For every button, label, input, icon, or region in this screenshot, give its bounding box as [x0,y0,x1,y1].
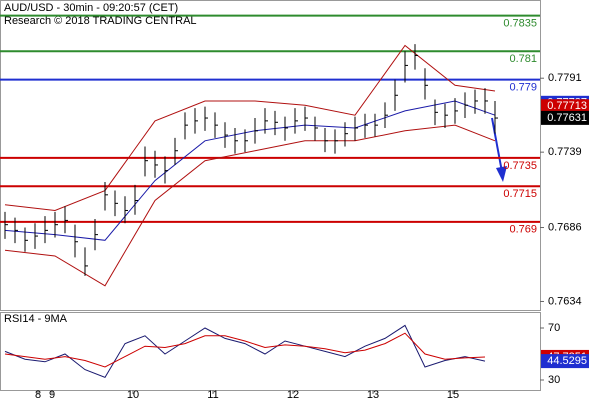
series-line [4,332,486,368]
x-tick-label: 11 [207,389,218,400]
level-label: 0.779 [509,82,537,94]
chart-title: AUD/USD - 30min - 09:20:57 (CET) [4,2,178,14]
chart-subtitle: Research © 2018 TRADING CENTRAL [4,15,197,27]
y-tick-label: 0.7739 [548,146,582,158]
x-tick-label: 13 [367,389,379,400]
overlay-line [4,44,496,212]
y-tick-label: 0.7634 [548,295,582,307]
x-tick-label: 9 [49,389,55,400]
level-label: 0.7835 [503,18,537,30]
price-marker [541,354,589,369]
x-tick-label: 10 [127,389,139,400]
x-tick-label: 8 [35,389,41,400]
overlay-line [4,100,496,241]
level-label: 0.769 [509,224,537,236]
forecast-arrowhead [496,166,507,182]
y-tick-label: 70 [548,322,560,334]
price-marker [541,99,589,114]
y-tick-label: 30 [548,374,560,386]
rsi-title: RSI14 - 9MA [4,313,68,325]
price-marker-label: 0.77631 [547,112,587,124]
x-tick-label: 15 [447,389,459,400]
price-panel [0,0,541,311]
price-marker-label: 0.77713 [547,100,587,112]
overlay-line [4,124,496,287]
y-tick-label: 0.7686 [548,221,582,233]
x-tick-label: 12 [287,389,299,400]
level-label: 0.781 [509,53,537,65]
forecast-arrow [491,117,503,173]
series-line [4,324,486,379]
y-tick-label: 0.7791 [548,72,582,84]
price-marker [541,110,589,125]
rsi-panel [0,312,541,391]
level-label: 0.7735 [503,160,537,172]
level-label: 0.7715 [503,188,537,200]
price-marker-label: 44.5295 [547,355,587,367]
